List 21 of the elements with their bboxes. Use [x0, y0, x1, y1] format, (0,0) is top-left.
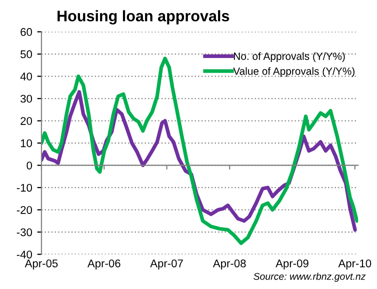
x-tick-label: Apr-08: [212, 259, 246, 270]
y-tick-label: -20: [16, 206, 32, 214]
x-tick-label: Apr-10: [338, 259, 372, 270]
source-note: Source: www.rbnz.govt.nz: [254, 272, 366, 282]
legend-label: Value of Approvals (Y/Y%): [233, 67, 354, 77]
x-tick-label: Apr-06: [87, 259, 120, 270]
y-tick-label: 60: [20, 28, 32, 36]
y-tick-label: 10: [20, 139, 32, 148]
y-tick-label: -30: [16, 228, 32, 236]
y-tick-label: 0: [26, 162, 32, 170]
x-tick-label: Apr-05: [24, 259, 58, 270]
y-tick-label: -10: [16, 184, 32, 192]
legend-label: No. of Approvals (Y/Y%): [234, 52, 345, 62]
y-tick-label: -40: [16, 250, 32, 258]
x-tick-label: Apr-07: [150, 259, 183, 270]
x-tick-label: Apr-09: [276, 259, 308, 270]
y-tick-label: 40: [20, 72, 32, 80]
y-tick-label: 30: [20, 94, 32, 103]
y-tick-label: 50: [20, 50, 32, 58]
chart-title: Housing loan approvals: [58, 10, 230, 24]
y-tick-label: 20: [20, 117, 32, 125]
